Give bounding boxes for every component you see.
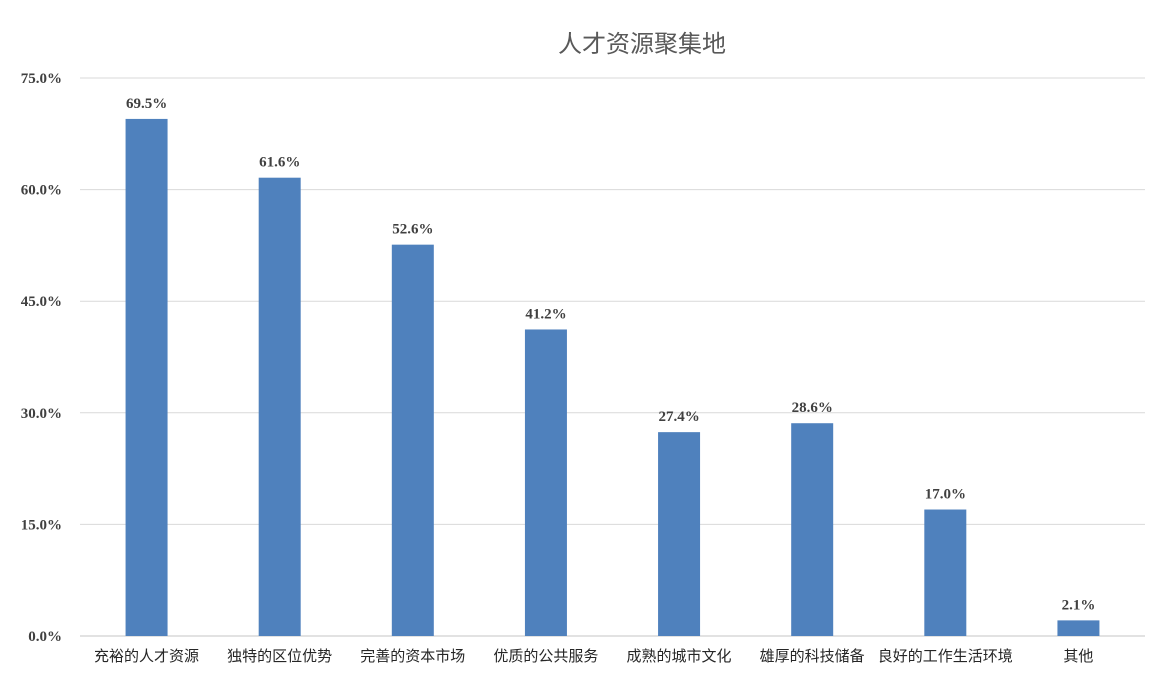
x-category-label: 成熟的城市文化 xyxy=(627,647,732,665)
data-label: 61.6% xyxy=(259,155,300,171)
data-label: 52.6% xyxy=(392,222,433,238)
y-tick-label: 75.0% xyxy=(21,71,62,87)
bar xyxy=(391,244,434,636)
x-category-label: 完善的资本市场 xyxy=(360,647,465,665)
x-category-label: 独特的区位优势 xyxy=(227,647,332,665)
data-label: 27.4% xyxy=(658,409,699,425)
data-label: 28.6% xyxy=(792,400,833,416)
bar xyxy=(524,329,567,636)
x-category-label: 良好的工作生活环境 xyxy=(878,647,1013,665)
y-tick-label: 30.0% xyxy=(21,406,62,422)
y-tick-label: 0.0% xyxy=(28,629,62,645)
chart-title: 人才资源聚集地 xyxy=(558,31,726,58)
data-label: 2.1% xyxy=(1062,597,1096,613)
bar xyxy=(1057,620,1100,636)
bar xyxy=(658,432,701,636)
x-category-label: 其他 xyxy=(1063,647,1093,665)
data-label: 41.2% xyxy=(525,306,566,322)
x-category-label: 充裕的人才资源 xyxy=(94,647,199,665)
data-label: 17.0% xyxy=(925,487,966,503)
x-category-label: 雄厚的科技储备 xyxy=(760,647,865,665)
y-tick-label: 45.0% xyxy=(21,294,62,310)
bar xyxy=(258,177,301,637)
y-tick-label: 15.0% xyxy=(21,517,62,533)
bar xyxy=(791,423,834,636)
y-tick-label: 60.0% xyxy=(21,183,62,199)
bar xyxy=(924,509,967,636)
x-category-label: 优质的公共服务 xyxy=(493,647,598,665)
data-label: 69.5% xyxy=(126,96,167,112)
bar xyxy=(125,118,168,637)
